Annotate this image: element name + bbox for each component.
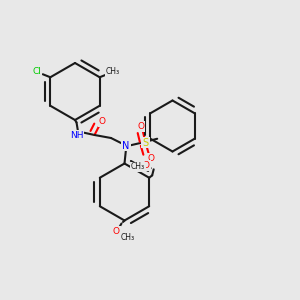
Text: Cl: Cl [32, 68, 41, 76]
Text: N: N [122, 140, 130, 151]
Text: O: O [147, 154, 154, 163]
Text: CH₃: CH₃ [120, 233, 135, 242]
Text: O: O [137, 122, 145, 131]
Text: S: S [142, 137, 148, 148]
Text: O: O [99, 117, 106, 126]
Text: NH: NH [70, 130, 83, 140]
Text: O: O [143, 161, 150, 170]
Text: O: O [113, 227, 120, 236]
Text: CH₃: CH₃ [106, 68, 120, 76]
Text: CH₃: CH₃ [131, 163, 145, 172]
